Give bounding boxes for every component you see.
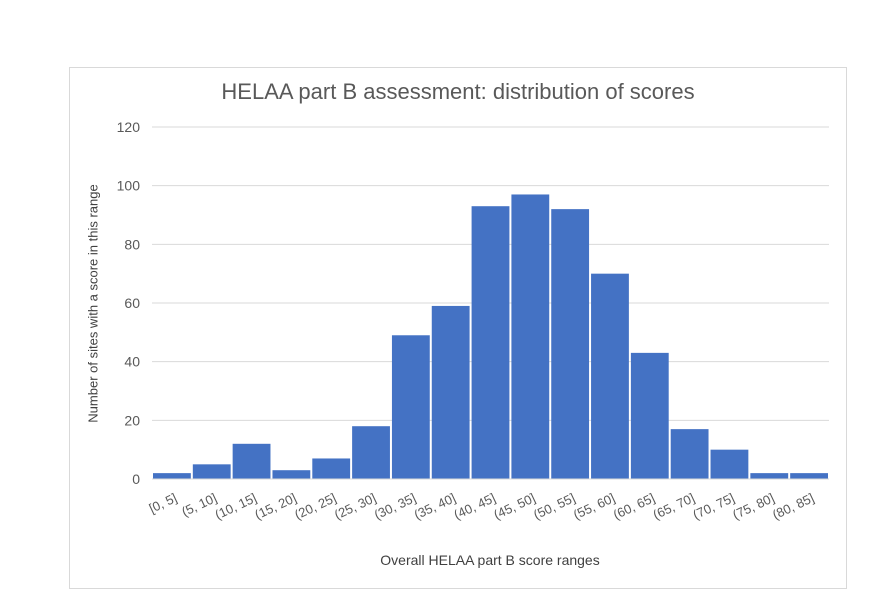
y-tick-label: 80 — [124, 236, 140, 252]
x-tick-label: (35, 40] — [412, 490, 458, 522]
y-tick-label: 20 — [124, 412, 140, 428]
histogram-bar — [710, 449, 749, 479]
histogram-bar — [312, 458, 351, 479]
histogram-bar — [192, 464, 231, 479]
histogram-bar — [670, 429, 709, 479]
histogram-bar — [431, 305, 470, 479]
histogram-bar — [232, 443, 271, 479]
chart-title: HELAA part B assessment: distribution of… — [221, 79, 695, 104]
x-tick-label: (15, 20] — [252, 490, 298, 522]
x-tick-label: (45, 50] — [491, 490, 537, 522]
x-tick-label: (5, 10] — [179, 490, 219, 519]
x-axis-label: Overall HELAA part B score ranges — [380, 552, 600, 568]
x-tick-label: (60, 65] — [611, 490, 657, 522]
histogram-bar — [790, 473, 828, 479]
x-tick-label: [0, 5] — [147, 490, 180, 516]
x-tick-label: (75, 80] — [730, 490, 776, 522]
x-tick-label: (80, 85] — [770, 490, 816, 522]
x-tick-label: (20, 25] — [292, 490, 338, 522]
x-tick-label: (30, 35] — [372, 490, 418, 522]
histogram-bar — [591, 273, 629, 479]
x-tick-label: (10, 15] — [213, 490, 259, 522]
histogram-bar — [153, 473, 191, 479]
x-tick-label: (40, 45] — [451, 490, 497, 522]
x-tick-label: (65, 70] — [651, 490, 697, 522]
y-tick-label: 0 — [132, 471, 140, 487]
y-tick-label: 40 — [124, 354, 140, 370]
histogram-bar — [471, 206, 510, 479]
histogram-bar — [551, 209, 590, 479]
y-tick-label: 100 — [117, 178, 141, 194]
y-tick-label: 60 — [124, 295, 140, 311]
histogram-bar — [272, 470, 311, 479]
plot-area: 0 20 40 60 80 100 120 [0, 5] (5, 10](10, 15](15,… — [117, 119, 829, 522]
x-tick-label: (25, 30] — [332, 490, 378, 522]
x-tick-label: (50, 55] — [531, 490, 577, 522]
x-tick-label: (70, 75] — [690, 490, 736, 522]
x-tick-label: (55, 60] — [571, 490, 617, 522]
y-tick-label: 120 — [117, 119, 141, 135]
histogram-bar — [750, 473, 789, 479]
histogram-bar — [391, 335, 430, 479]
histogram-bar — [511, 194, 550, 479]
histogram-bar — [630, 352, 669, 479]
histogram-bar — [352, 426, 390, 479]
